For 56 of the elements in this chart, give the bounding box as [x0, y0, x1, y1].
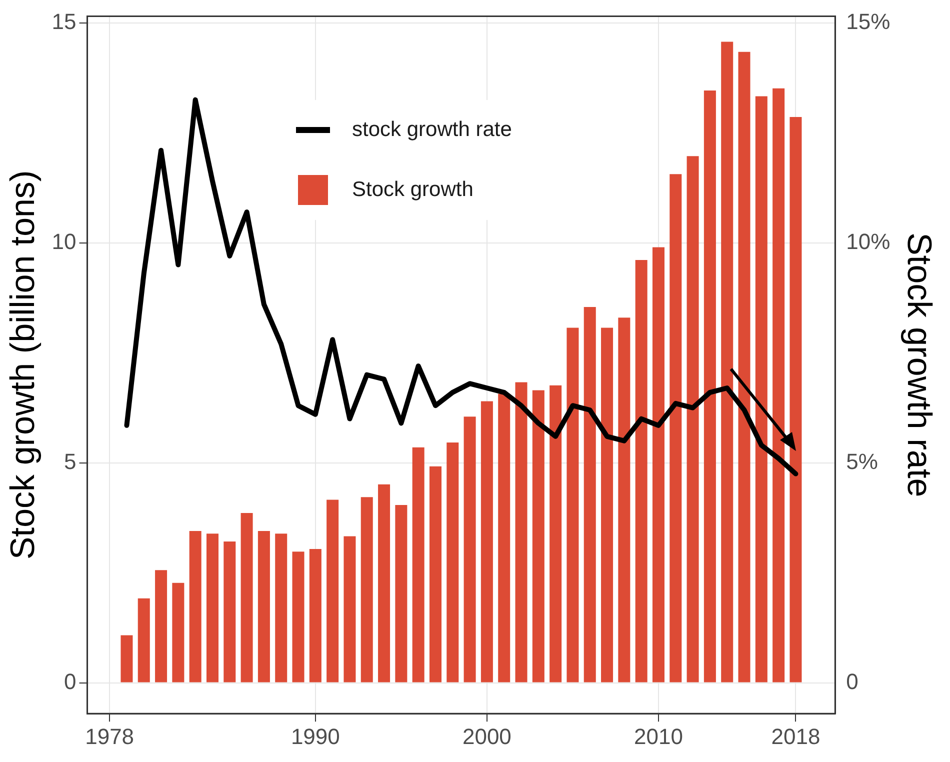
y2-axis-title: Stock growth rate — [900, 232, 938, 498]
bar — [515, 382, 528, 682]
bar — [721, 42, 734, 682]
bar — [464, 416, 476, 682]
y-tick-label: 0 — [64, 668, 76, 694]
bar — [566, 328, 579, 682]
bar — [601, 328, 614, 682]
bar — [138, 598, 150, 682]
bar — [550, 385, 562, 682]
y-axis-title: Stock growth (billion tons) — [4, 170, 42, 560]
x-tick-label: 2010 — [634, 724, 683, 749]
x-tick-label: 2018 — [771, 724, 820, 749]
bar — [584, 307, 596, 682]
bar — [344, 536, 356, 682]
bar — [618, 318, 630, 682]
bar — [395, 505, 408, 682]
bar — [172, 582, 184, 682]
bar — [155, 570, 168, 682]
bar — [412, 447, 424, 682]
bar — [240, 512, 253, 682]
bar — [446, 442, 459, 682]
bar — [498, 394, 510, 682]
bar — [189, 531, 202, 682]
x-tick-label: 2000 — [462, 724, 512, 749]
y2-tick-label: 5% — [846, 448, 878, 474]
bar — [635, 260, 648, 682]
bar — [292, 552, 304, 682]
x-tick-label: 1978 — [85, 724, 134, 749]
y2-tick-label: 0 — [846, 668, 858, 694]
bar — [326, 500, 339, 682]
bar — [120, 635, 133, 682]
y-tick-label: 10 — [52, 228, 76, 254]
y2-tick-label: 15% — [846, 8, 890, 34]
bar — [738, 52, 750, 682]
bar — [258, 531, 270, 682]
legend-label: stock growth rate — [352, 118, 512, 142]
bar — [275, 534, 288, 682]
bar — [309, 549, 322, 682]
y-tick-label: 15 — [52, 8, 76, 34]
bar — [480, 401, 493, 682]
bar — [755, 96, 768, 682]
bar — [378, 484, 390, 682]
bar — [224, 542, 236, 682]
legend-label: Stock growth — [352, 178, 474, 202]
bar — [360, 497, 373, 682]
x-tick-label: 1990 — [290, 724, 340, 749]
bar — [206, 534, 218, 682]
bar — [686, 156, 699, 682]
bar — [532, 390, 544, 682]
y-tick-label: 5 — [64, 448, 76, 474]
bar — [772, 88, 785, 682]
bar — [429, 466, 442, 682]
bar — [670, 174, 682, 682]
bar — [652, 247, 664, 682]
y2-tick-label: 10% — [846, 228, 890, 254]
bar — [704, 90, 716, 682]
